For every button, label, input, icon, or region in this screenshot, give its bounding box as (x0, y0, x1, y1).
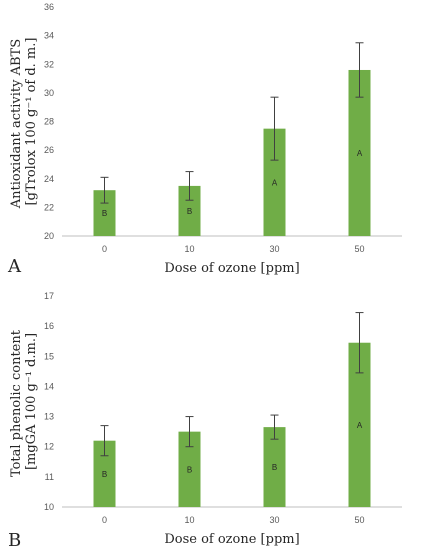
y-tick-label: 34 (44, 31, 54, 41)
y-tick-label: 10 (44, 502, 54, 512)
y-tick-label: 36 (44, 2, 54, 12)
significance-letter: A (357, 149, 363, 158)
x-tick-label: 30 (269, 244, 279, 254)
significance-letter: B (187, 465, 192, 474)
y-tick-label: 12 (44, 442, 54, 452)
x-tick-label: 50 (354, 244, 364, 254)
x-tick-label: 10 (184, 515, 194, 525)
x-tick-label: 0 (102, 515, 107, 525)
y-axis-title: Antioxidant activity ABTS [gTrolox 100 g… (9, 35, 39, 210)
x-tick-label: 30 (269, 515, 279, 525)
panel-label-a: A (7, 256, 22, 277)
bar (263, 427, 286, 507)
bars: B B B A (93, 312, 371, 507)
y-tick-label: 11 (45, 472, 54, 482)
y-axis-title-line-1: Total phenolic content (9, 329, 24, 477)
y-tick-label: 26 (44, 145, 54, 155)
x-tick-label: 50 (354, 515, 364, 525)
bars: B B A A (93, 42, 371, 236)
y-tick-label: 30 (44, 88, 54, 98)
panel-label-b: B (8, 530, 21, 550)
chart-panel-a: 20 22 24 26 28 30 32 34 36 B B A A 0 10 30 50 Dose of … (7, 2, 402, 277)
x-axis-title: Dose of ozone [ppm] (164, 532, 299, 547)
y-tick-label: 13 (44, 412, 54, 422)
y-tick-label: 24 (44, 174, 54, 184)
y-axis-title-line-2: [mgGA 100 g⁻¹ d.m.] (24, 333, 39, 470)
x-tick-labels: 0 10 30 50 (102, 244, 365, 254)
chart-panel-b: 10 11 12 13 14 15 16 17 B B B A 0 10 30 50 Dose of oz… (8, 291, 402, 550)
significance-letter: A (357, 421, 363, 430)
y-tick-label: 20 (44, 231, 54, 241)
y-axis-title: Total phenolic content [mgGA 100 g⁻¹ d.m… (9, 326, 39, 477)
x-tick-labels: 0 10 30 50 (102, 515, 365, 525)
significance-letter: B (272, 463, 277, 472)
x-tick-label: 10 (184, 244, 194, 254)
y-tick-labels: 10 11 12 13 14 15 16 17 (44, 291, 54, 512)
bar (93, 190, 116, 236)
bar (348, 342, 371, 507)
bar (93, 440, 116, 507)
y-axis-title-line-2: [gTrolox 100 g⁻¹ of d. m.] (24, 38, 39, 206)
y-tick-labels: 20 22 24 26 28 30 32 34 36 (44, 2, 54, 241)
y-tick-label: 16 (44, 321, 54, 331)
significance-letter: B (102, 209, 107, 218)
significance-letter: A (272, 178, 278, 187)
y-tick-label: 17 (44, 291, 54, 301)
y-tick-label: 22 (44, 202, 54, 212)
y-tick-label: 14 (44, 381, 54, 391)
bar (348, 69, 371, 236)
x-tick-label: 0 (102, 244, 107, 254)
y-tick-label: 15 (44, 351, 54, 361)
significance-letter: B (102, 470, 107, 479)
y-axis-title-line-1: Antioxidant activity ABTS (9, 39, 24, 209)
y-tick-label: 28 (44, 117, 54, 127)
significance-letter: B (187, 207, 192, 216)
bar (178, 431, 201, 507)
y-tick-label: 32 (44, 59, 54, 69)
x-axis-title: Dose of ozone [ppm] (164, 261, 299, 276)
bar (263, 128, 286, 236)
bar (178, 185, 201, 236)
